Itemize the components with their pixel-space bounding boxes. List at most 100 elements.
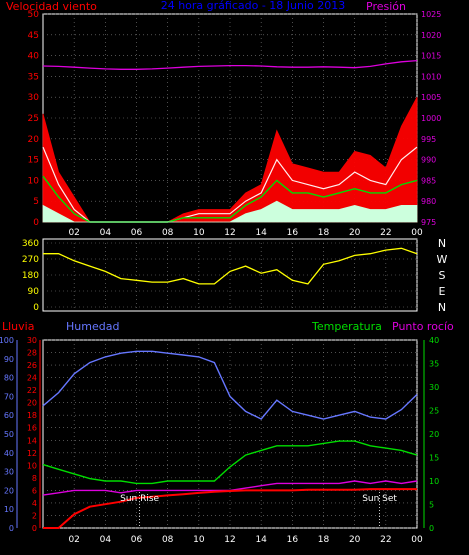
climate-xtick-label: 10 — [193, 535, 205, 545]
humidity-ytick-label: 30 — [4, 468, 14, 477]
direction-line — [43, 247, 418, 285]
pressure-ytick-label: 975 — [421, 218, 436, 227]
temperature-ytick-label: 10 — [429, 477, 439, 486]
climate-xtick-label: 12 — [224, 535, 235, 545]
rain-ytick-label: 2 — [32, 511, 37, 520]
wind-xtick-label: 12 — [224, 228, 235, 238]
rain-ytick-label: 24 — [27, 374, 37, 383]
pressure-ytick-label: 990 — [421, 156, 436, 165]
wind-ytick-label: 50 — [28, 10, 40, 20]
dewpoint-label: Punto rocío — [392, 320, 454, 333]
temperature-ticks: 0 5 10 15 20 25 30 35 40 — [423, 336, 439, 533]
sunset-label: Sun Set — [362, 494, 397, 504]
compass-label: W — [437, 253, 448, 266]
temperature-label: Temperatura — [311, 320, 382, 333]
chart-title: 24 hora gráficado - 18 Junio 2013 — [161, 0, 346, 12]
temperature-ytick-label: 30 — [429, 383, 439, 392]
wind-xtick-label: 22 — [380, 228, 391, 238]
humidity-ytick-label: 20 — [4, 486, 14, 495]
wind-ytick-label: 35 — [28, 72, 39, 82]
rain-label: Lluvia — [2, 320, 34, 333]
humidity-ytick-label: 60 — [4, 411, 14, 420]
climate-xtick-label: 22 — [380, 535, 391, 545]
sun-annotations: Sun Rise Sun Set — [120, 492, 397, 528]
rain-ytick-label: 4 — [32, 499, 37, 508]
direction-ytick-label: 0 — [33, 303, 39, 313]
sunrise-label: Sun Rise — [120, 494, 159, 504]
climate-series — [42, 350, 418, 529]
rain-ytick-label: 16 — [27, 424, 37, 433]
pressure-ytick-label: 1025 — [421, 10, 441, 19]
pressure-ytick-label: 1000 — [421, 114, 441, 123]
climate-x-ticks: 02 04 06 08 10 12 14 16 18 20 22 00 — [68, 535, 423, 545]
wind-ytick-label: 25 — [28, 114, 39, 124]
rain-ytick-label: 28 — [27, 349, 37, 358]
wind-xtick-label: 02 — [68, 228, 79, 238]
rain-ytick-label: 20 — [27, 399, 37, 408]
climate-xtick-label: 02 — [68, 535, 79, 545]
wind-x-ticks: 02 04 06 08 10 12 14 16 18 20 22 00 — [68, 228, 423, 238]
humidity-ytick-label: 50 — [4, 430, 14, 439]
wind-ytick-label: 5 — [33, 197, 39, 207]
rain-ytick-label: 6 — [32, 486, 37, 495]
wind-ytick-label: 20 — [28, 135, 40, 145]
wind-xtick-label: 00 — [411, 228, 423, 238]
direction-ytick-label: 270 — [22, 255, 39, 265]
wind-ytick-label: 15 — [28, 156, 39, 166]
humidity-ytick-label: 80 — [4, 374, 14, 383]
rain-ytick-label: 30 — [27, 336, 37, 345]
rain-ytick-label: 22 — [27, 386, 37, 395]
wind-ytick-label: 0 — [33, 218, 39, 228]
humidity-ytick-label: 100 — [0, 336, 14, 345]
humidity-ytick-label: 90 — [4, 355, 14, 364]
compass-label: N — [438, 301, 446, 314]
wind-speed-label: Velocidad viento — [6, 0, 97, 13]
wind-xtick-label: 14 — [255, 228, 267, 238]
climate-xtick-label: 20 — [349, 535, 361, 545]
direction-panel-grid — [43, 239, 418, 311]
climate-xtick-label: 08 — [162, 535, 174, 545]
rain-ytick-label: 12 — [27, 449, 37, 458]
wind-xtick-label: 18 — [318, 228, 330, 238]
rain-ytick-label: 18 — [27, 411, 37, 420]
climate-panel-grid — [43, 339, 418, 529]
pressure-ytick-label: 980 — [421, 197, 436, 206]
pressure-ytick-label: 1010 — [421, 72, 441, 81]
temperature-ytick-label: 0 — [429, 524, 434, 533]
wind-ytick-label: 40 — [28, 52, 40, 62]
temperature-ytick-label: 15 — [429, 454, 439, 463]
climate-xtick-label: 06 — [131, 535, 143, 545]
humidity-line — [42, 350, 418, 420]
wind-ytick-label: 30 — [28, 93, 40, 103]
pressure-ytick-label: 985 — [421, 176, 436, 185]
compass-label: S — [439, 269, 446, 282]
pressure-ytick-label: 1005 — [421, 93, 441, 102]
pressure-right-ticks: 975 980 985 990 995 1000 1005 1010 1015 1020 1025 — [421, 10, 441, 227]
temperature-ytick-label: 20 — [429, 430, 439, 439]
compass-label: E — [439, 285, 446, 298]
pressure-label: Presión — [366, 0, 406, 13]
direction-ticks: 0 90 180 270 360 — [22, 239, 39, 313]
rain-ytick-label: 0 — [32, 524, 37, 533]
wind-ytick-label: 10 — [28, 176, 40, 186]
direction-ytick-label: 360 — [22, 239, 39, 249]
pressure-ytick-label: 1015 — [421, 52, 441, 61]
climate-xtick-label: 16 — [287, 535, 299, 545]
wind-xtick-label: 10 — [193, 228, 205, 238]
temperature-line — [42, 440, 418, 485]
climate-xtick-label: 04 — [100, 535, 112, 545]
pressure-ytick-label: 995 — [421, 135, 436, 144]
direction-series — [43, 247, 418, 285]
humidity-ytick-label: 40 — [4, 449, 14, 458]
rain-line — [43, 488, 417, 529]
wind-series — [42, 59, 418, 223]
wind-ytick-label: 45 — [28, 31, 39, 41]
climate-xtick-label: 14 — [255, 535, 267, 545]
rain-ytick-label: 14 — [27, 436, 37, 445]
rain-ytick-label: 26 — [27, 361, 37, 370]
wind-xtick-label: 08 — [162, 228, 174, 238]
temperature-ytick-label: 35 — [429, 360, 439, 369]
